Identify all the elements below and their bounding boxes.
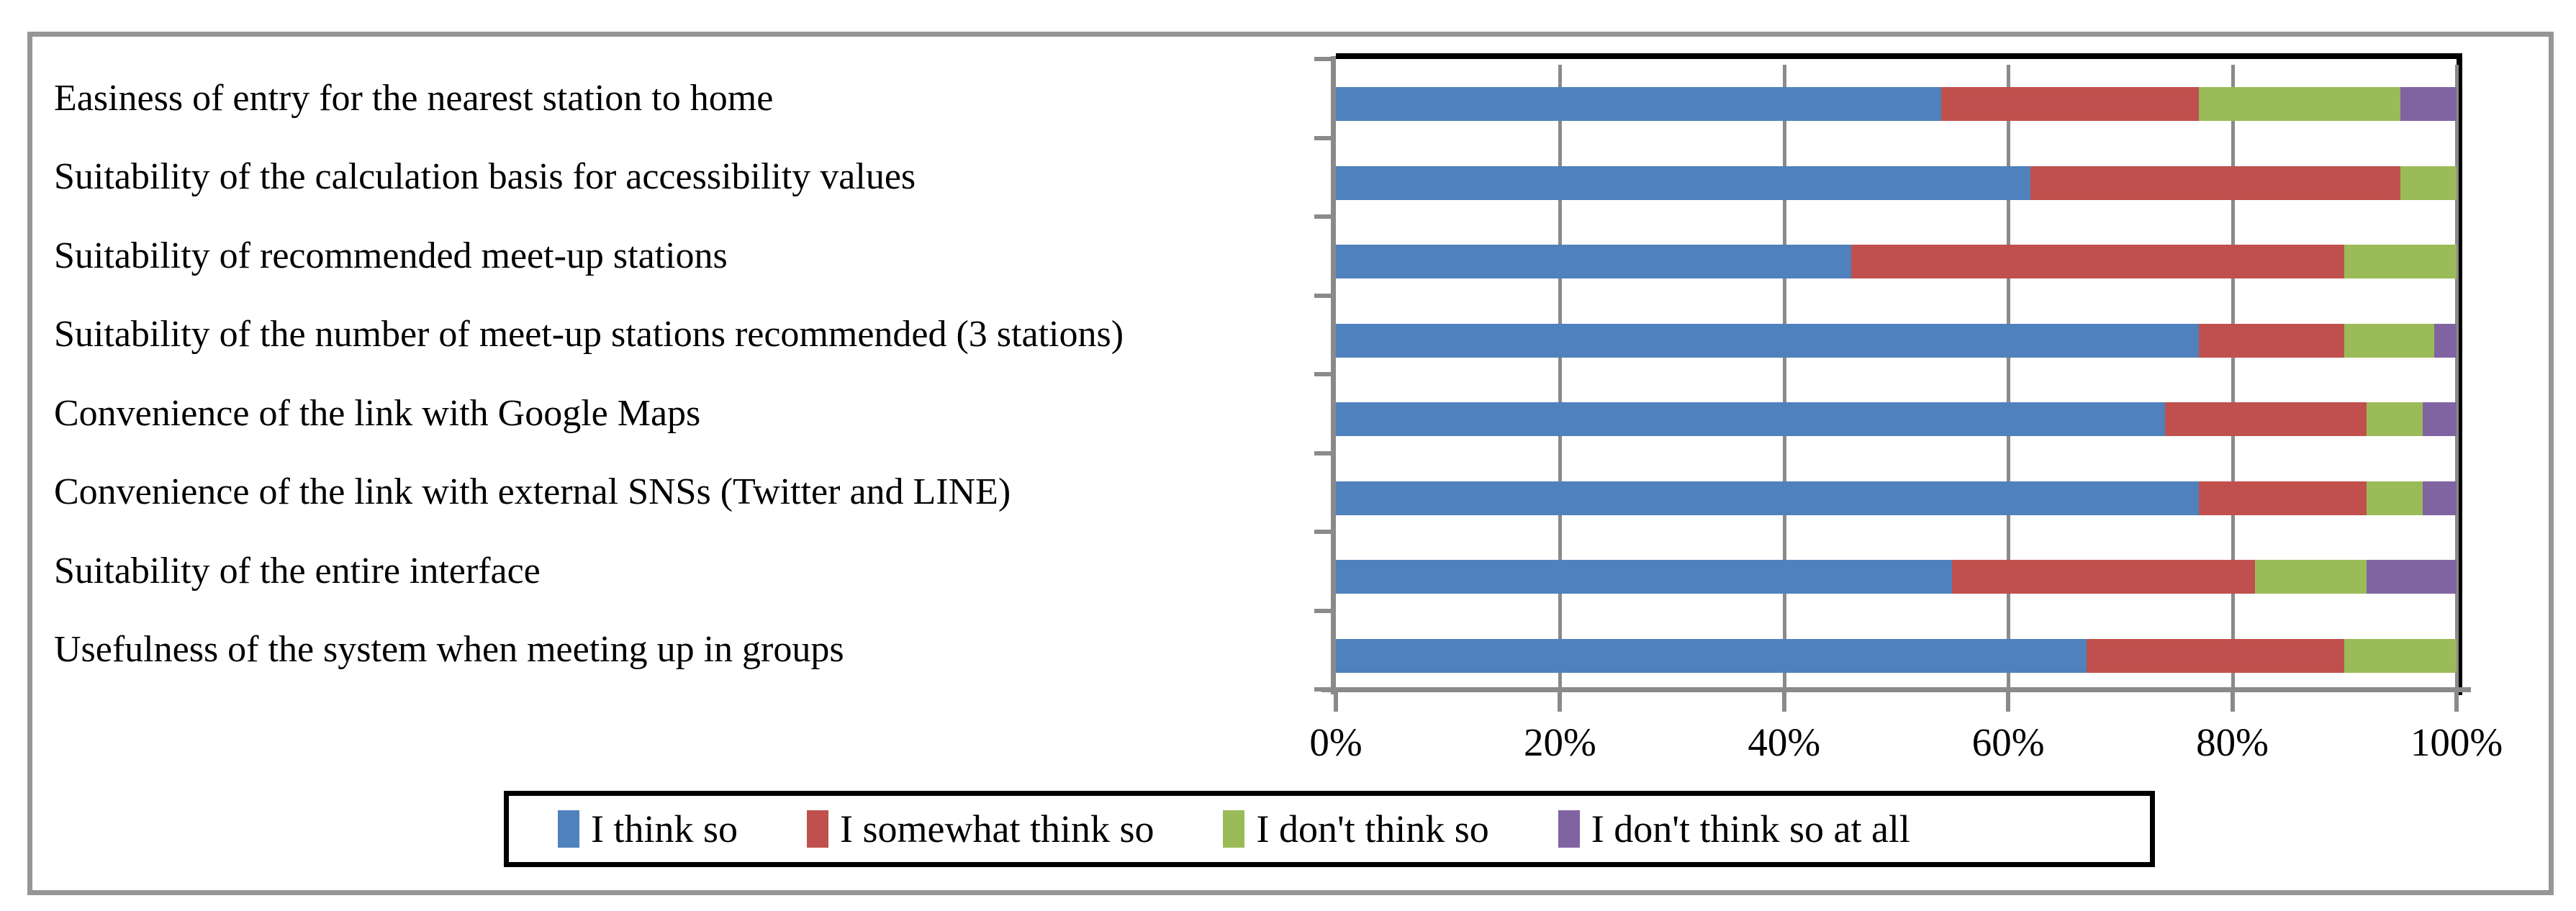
bar-row <box>1336 323 2457 358</box>
plot-area <box>1336 53 2462 695</box>
bar-segment <box>1336 560 1953 594</box>
bar-segment <box>1952 560 2255 594</box>
bar-segment <box>2087 638 2345 673</box>
bar-row <box>1336 166 2457 200</box>
legend: I think so I somewhat think so I don't thi… <box>504 791 2155 867</box>
bar-segment <box>1336 402 2166 437</box>
y-axis-tick <box>1314 372 1336 376</box>
x-axis-tick-label: 0% <box>1309 720 1362 764</box>
y-axis-tick <box>1314 687 1336 692</box>
x-axis-tick <box>2006 687 2011 712</box>
x-axis-tick-label: 60% <box>1971 720 2045 764</box>
gridline-20 <box>1558 65 1563 695</box>
bar-segment <box>2367 481 2423 515</box>
bar-segment <box>2344 638 2457 673</box>
bar-row <box>1336 245 2457 279</box>
bar-row <box>1336 560 2457 594</box>
legend-item: I don't think so at all <box>1558 810 1910 848</box>
x-axis-tick-label: 80% <box>2196 720 2269 764</box>
category-label: Easiness of entry for the nearest statio… <box>54 77 774 119</box>
legend-swatch <box>807 810 829 848</box>
legend-swatch <box>1223 810 1245 848</box>
bar-row <box>1336 481 2457 515</box>
y-axis-tick <box>1314 57 1336 61</box>
bar-segment <box>2423 402 2457 437</box>
category-label: Usefulness of the system when meeting up… <box>54 629 844 671</box>
bar-segment <box>2367 560 2457 594</box>
bar-segment <box>1851 245 2345 279</box>
legend-item: I don't think so <box>1223 807 1489 851</box>
gridline-80 <box>2231 65 2235 695</box>
y-axis-tick <box>1314 450 1336 456</box>
bar-segment <box>1336 481 2199 515</box>
bar-segment <box>2344 323 2434 358</box>
bar-segment <box>2433 323 2457 358</box>
y-axis-tick <box>1314 214 1336 219</box>
bar-segment <box>2198 87 2401 122</box>
legend-swatch <box>558 810 579 848</box>
y-axis-tick <box>1314 530 1336 534</box>
bar-segment <box>1336 245 1852 279</box>
x-axis-tick-label: 100% <box>2410 720 2503 764</box>
legend-label: I think so <box>591 807 738 851</box>
x-axis-tick <box>1781 687 1786 712</box>
gridline-40 <box>1782 65 1786 695</box>
bar-segment <box>2198 323 2345 358</box>
x-axis-tick <box>1334 687 1338 712</box>
category-label: Convenience of the link with external SN… <box>54 471 1011 513</box>
x-axis-tick <box>2230 687 2235 712</box>
bar-row <box>1336 87 2457 122</box>
bar-segment <box>1336 87 1941 122</box>
x-axis-line <box>1321 687 2471 692</box>
legend-label: I don't think so at all <box>1591 807 1910 851</box>
bar-segment <box>1336 638 2087 673</box>
bar-segment <box>2344 245 2457 279</box>
category-label: Suitability of the entire interface <box>54 550 541 592</box>
category-label: Suitability of recommended meet-up stati… <box>54 235 728 276</box>
bar-segment <box>1336 323 2199 358</box>
bar-segment <box>2400 166 2457 200</box>
legend-item: I think so <box>558 810 738 848</box>
bar-row <box>1336 402 2457 437</box>
bar-segment <box>2367 402 2423 437</box>
legend-item: I somewhat think so <box>807 810 1154 848</box>
legend-swatch <box>1558 810 1580 848</box>
bar-segment <box>2165 402 2367 437</box>
bar-segment <box>1940 87 2199 122</box>
x-axis-tick <box>1558 687 1563 712</box>
bar-segment <box>2030 166 2401 200</box>
y-axis-tick <box>1314 293 1336 298</box>
gridline-60 <box>2007 65 2011 695</box>
category-label: Suitability of the calculation basis for… <box>54 156 916 198</box>
bar-segment <box>2254 560 2367 594</box>
bar-segment <box>2423 481 2457 515</box>
x-axis-tick-label: 40% <box>1748 720 1821 764</box>
bar-segment <box>2198 481 2367 515</box>
category-label: Convenience of the link with Google Maps <box>54 392 701 434</box>
bar-segment <box>1336 166 2031 200</box>
bar-row <box>1336 638 2457 673</box>
bar-segment <box>2400 87 2457 122</box>
legend-label: I don't think so <box>1256 807 1489 851</box>
category-label: Suitability of the number of meet-up sta… <box>54 314 1124 355</box>
gridline-100 <box>2455 65 2459 695</box>
legend-label: I somewhat think so <box>840 807 1154 851</box>
x-axis-tick-label: 20% <box>1523 720 1596 764</box>
y-axis-tick <box>1314 135 1336 140</box>
x-axis-tick <box>2454 687 2459 712</box>
y-axis-tick <box>1314 608 1336 613</box>
